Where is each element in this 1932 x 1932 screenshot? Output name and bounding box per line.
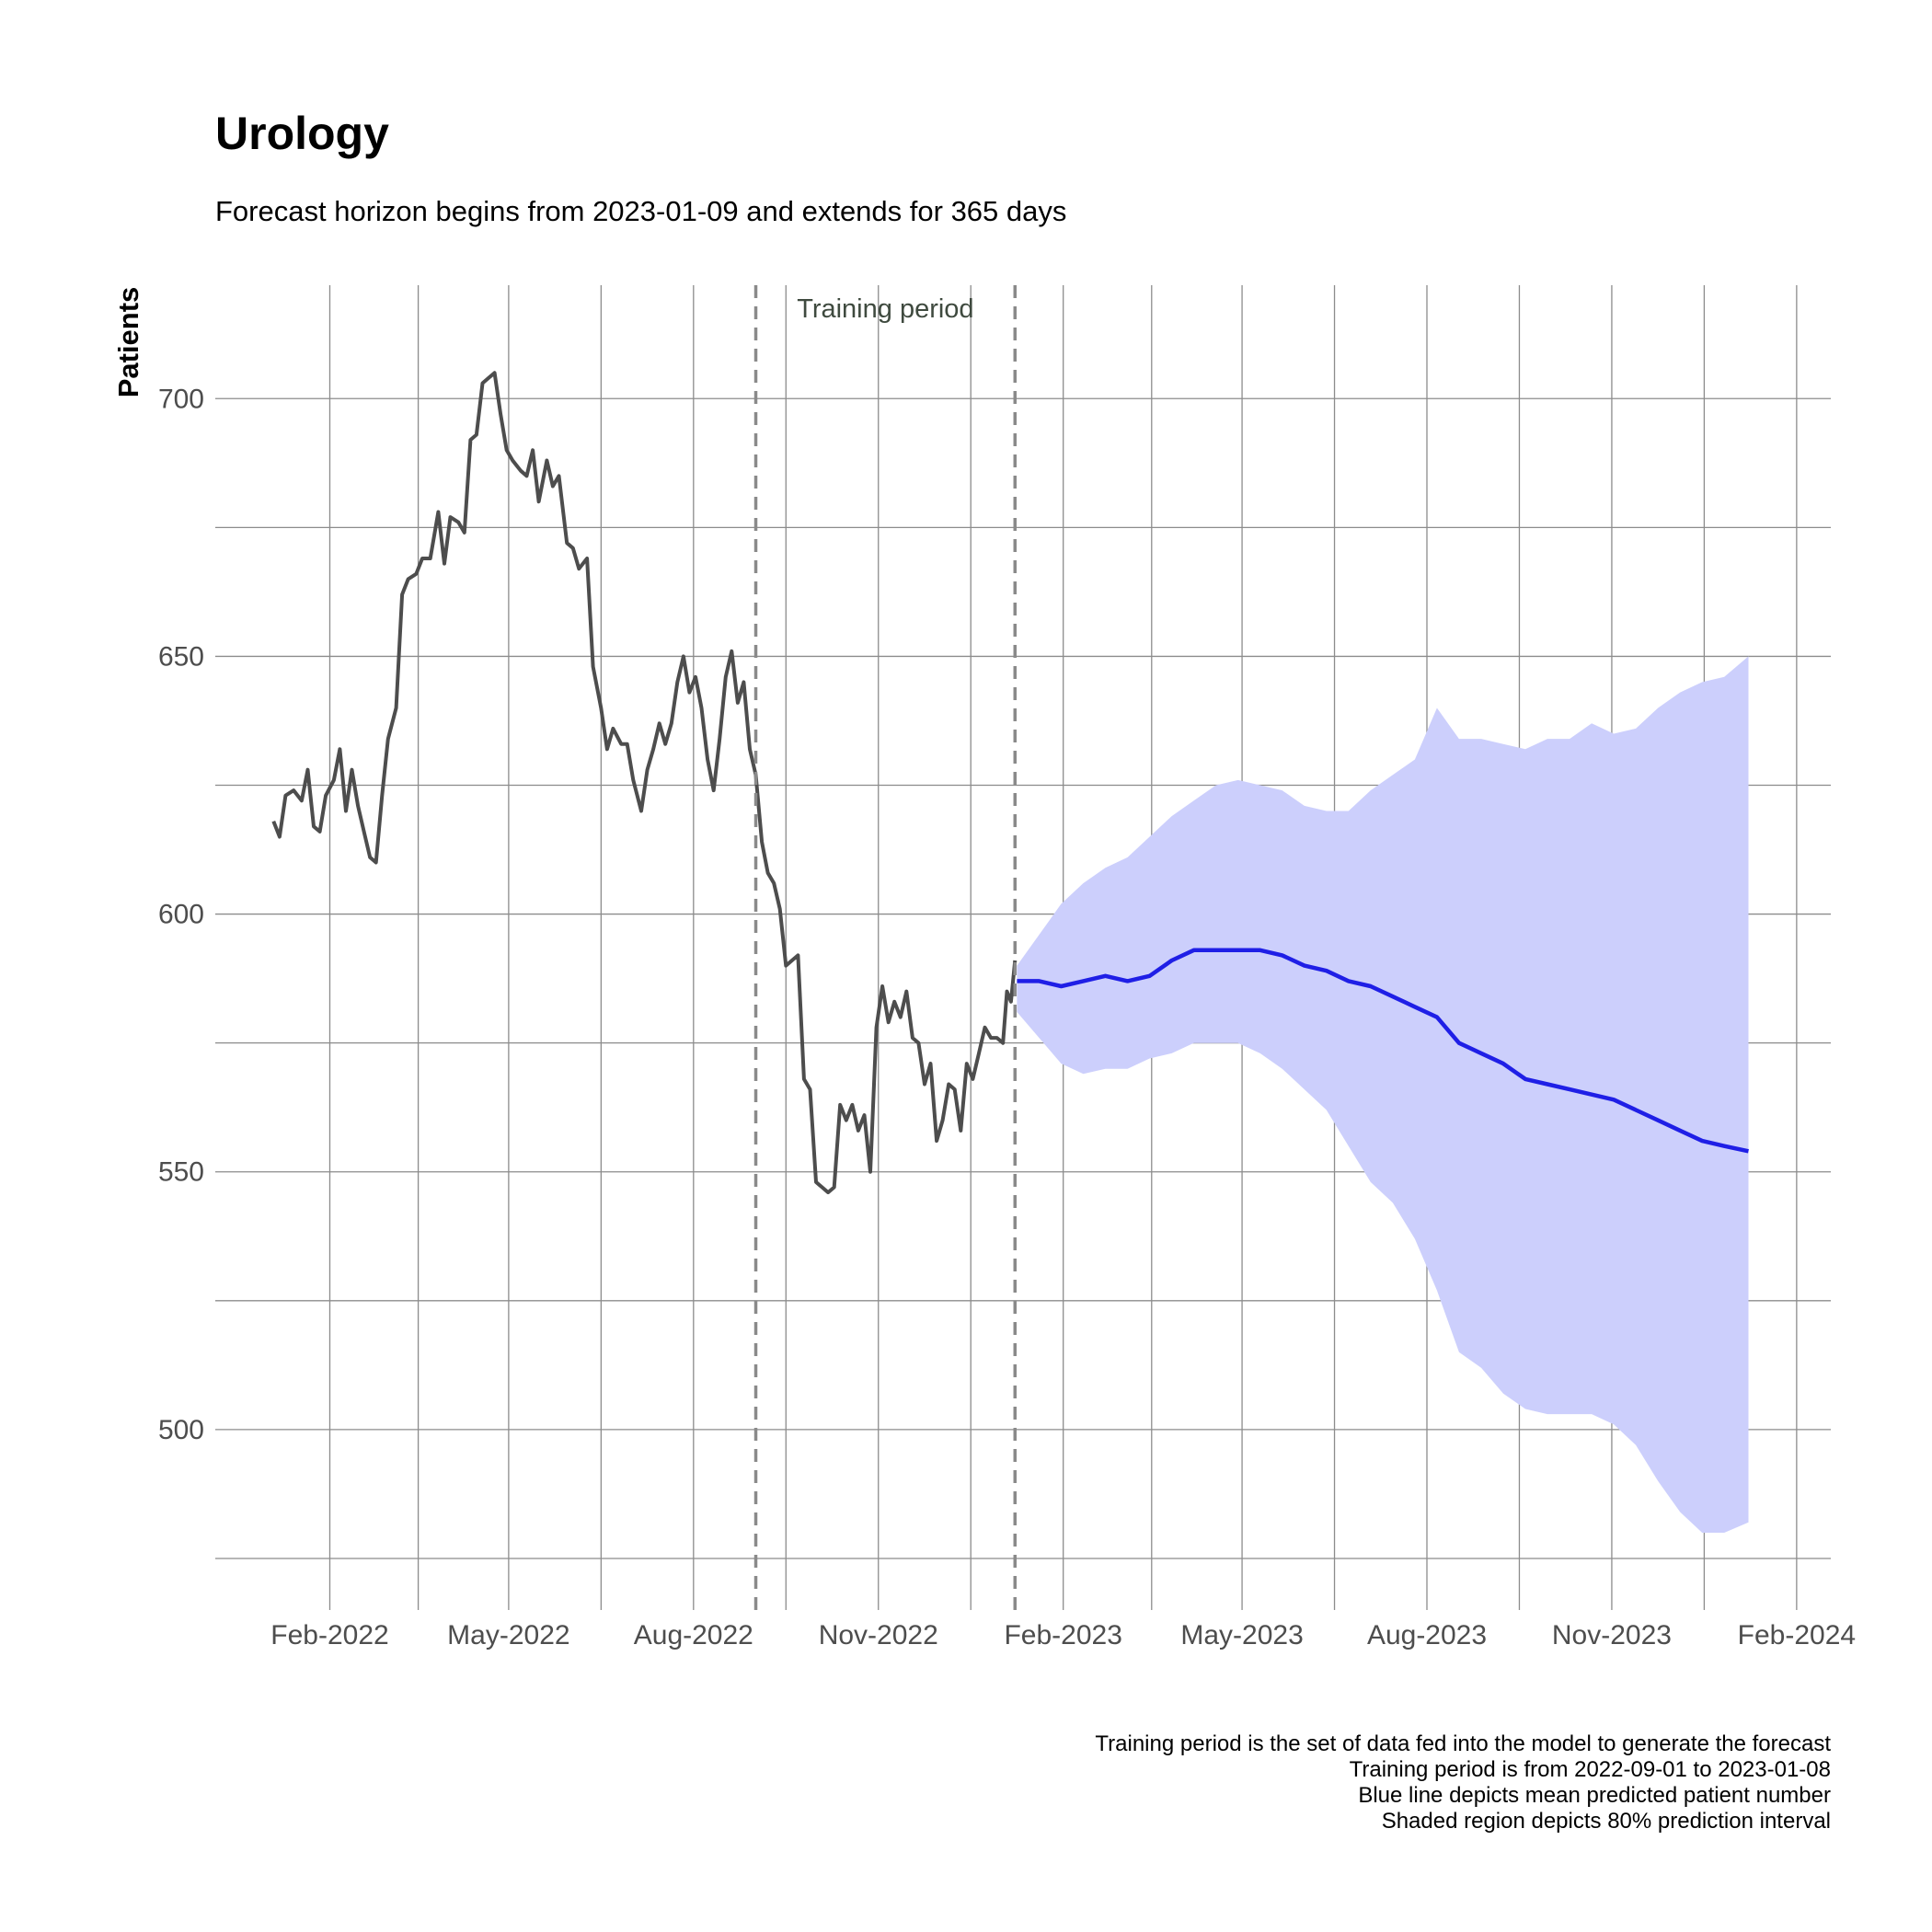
caption-line-4: Shaded region depicts 80% prediction int… [1381, 1809, 1831, 1834]
x-tick-label: Feb-2024 [1738, 1620, 1856, 1650]
grid-lines [215, 285, 1831, 1610]
y-tick-label: 500 [158, 1415, 204, 1445]
y-tick-label: 550 [158, 1157, 204, 1188]
x-tick-label: Nov-2022 [819, 1620, 938, 1650]
y-tick-label: 600 [158, 900, 204, 930]
training-period-label: Training period [797, 294, 973, 324]
y-tick-label: 700 [158, 384, 204, 414]
x-tick-label: May-2022 [447, 1620, 569, 1650]
caption: Training period is the set of data fed i… [1095, 1731, 1831, 1834]
y-axis-title: Patients [112, 287, 144, 398]
x-axis-tick-labels: Feb-2022 May-2022 Aug-2022 Nov-2022 Feb-2023… [270, 1620, 1856, 1650]
chart-title: Urology [215, 108, 389, 159]
y-tick-label: 650 [158, 641, 204, 672]
history-line [271, 371, 1018, 1195]
x-tick-label: Aug-2022 [634, 1620, 753, 1650]
training-period-markers [753, 285, 1018, 1610]
x-tick-label: Feb-2022 [270, 1620, 388, 1650]
chart-subtitle: Forecast horizon begins from 2023-01-09 … [215, 195, 1067, 227]
x-tick-label: May-2023 [1180, 1620, 1303, 1650]
caption-line-1: Training period is the set of data fed i… [1095, 1731, 1831, 1756]
caption-line-3: Blue line depicts mean predicted patient… [1358, 1783, 1831, 1808]
y-axis-tick-labels: 500 550 600 650 700 [158, 384, 204, 1445]
x-tick-label: Nov-2023 [1552, 1620, 1672, 1650]
caption-line-2: Training period is from 2022-09-01 to 20… [1349, 1757, 1831, 1782]
forecast-mean-line [1017, 948, 1749, 1154]
x-tick-label: Aug-2023 [1367, 1620, 1487, 1650]
prediction-interval-band [1017, 656, 1749, 1533]
x-tick-label: Feb-2023 [1004, 1620, 1121, 1650]
